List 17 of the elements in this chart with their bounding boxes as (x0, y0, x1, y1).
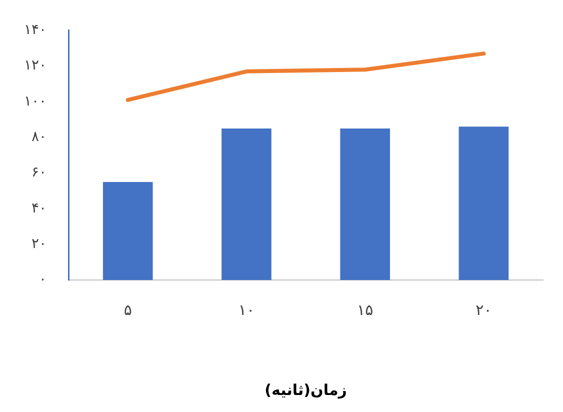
x-tick-label: ۵ (124, 300, 132, 319)
x-tick-label: ۱۵ (357, 300, 374, 319)
x-axis-title: زمان(ثانیه) (264, 380, 347, 399)
y-tick-label: ۶۰ (32, 164, 47, 181)
y-tick-label: ۴۰ (32, 200, 47, 216)
bar (102, 182, 153, 280)
y-tick-label: ۲۰ (32, 236, 47, 252)
y-tick-label: ۸۰ (32, 129, 47, 146)
bar (222, 128, 272, 280)
bar (340, 128, 390, 280)
y-tick-label: ۱۰۰ (24, 93, 47, 110)
bar (458, 126, 509, 280)
x-tick-label: ۲۰ (476, 300, 492, 319)
x-tick-label: ۱۰ (238, 300, 255, 319)
y-tick-label: ۱۴۰ (24, 22, 47, 38)
y-tick-label: ۰ (39, 272, 47, 288)
y-tick-label: ۱۲۰ (24, 58, 47, 74)
